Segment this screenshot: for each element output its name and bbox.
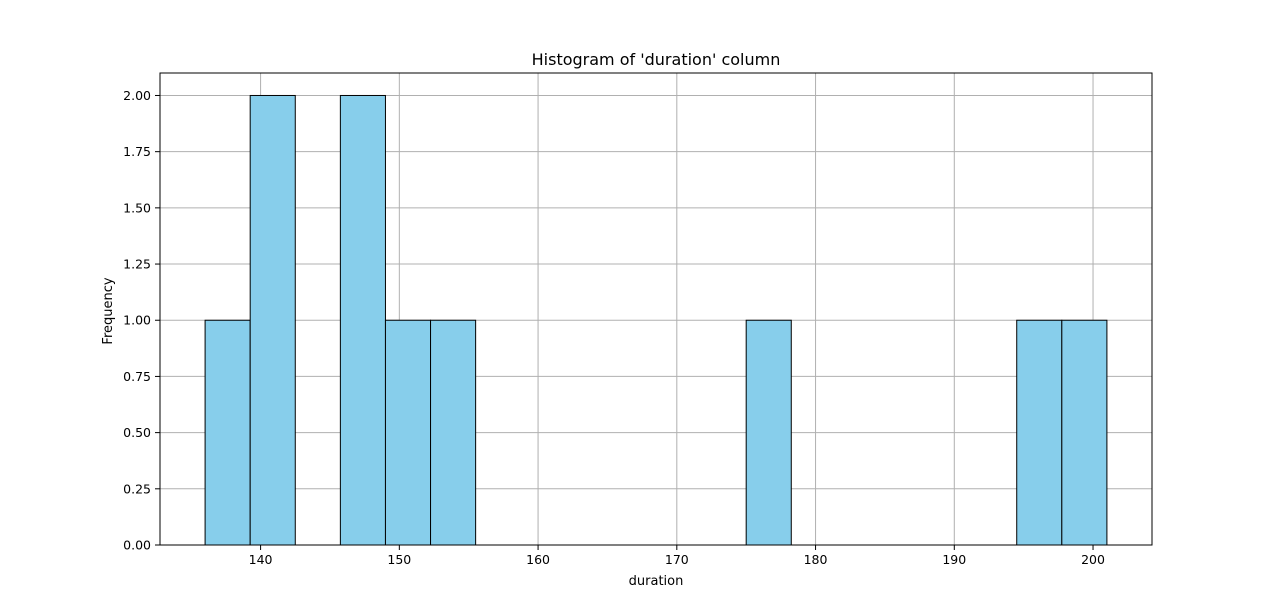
histogram-bar (745, 319, 792, 546)
y-tick-label: 1.00 (123, 313, 151, 328)
plot-frame (159, 72, 1153, 546)
histogram-bar (384, 319, 432, 546)
y-tick-label: 0.50 (123, 425, 151, 440)
x-tick-label: 200 (1081, 552, 1105, 567)
y-tick-label: 1.75 (123, 144, 151, 159)
histogram-bar (339, 94, 386, 546)
x-tick-label: 190 (942, 552, 966, 567)
x-tick-label: 140 (249, 552, 273, 567)
axes: 140 150 160 170 180 190 200 0.00 0.25 0.50 0.75 1.0… (123, 72, 1153, 567)
x-axis-label: duration (629, 574, 684, 589)
histogram-bar (1016, 319, 1063, 546)
x-tick-label: 170 (665, 552, 689, 567)
histogram-bar (249, 94, 296, 546)
histogram-bar (1061, 319, 1108, 546)
y-tick-label: 1.25 (123, 257, 151, 272)
grid-lines (160, 73, 1152, 546)
y-tick-label: 1.50 (123, 200, 151, 215)
y-tick-label: 2.00 (123, 88, 151, 103)
x-tick-label: 150 (387, 552, 411, 567)
y-axis-label: Frequency (101, 277, 116, 344)
histogram-bar (204, 319, 251, 546)
y-tick-label: 0.00 (123, 538, 151, 553)
x-tick-label: 180 (804, 552, 828, 567)
x-tick-label: 160 (526, 552, 550, 567)
chart-title: Histogram of 'duration' column (532, 50, 781, 69)
y-tick-label: 0.25 (123, 481, 151, 496)
histogram-bars (204, 94, 1108, 546)
histogram-bar (430, 319, 477, 546)
y-tick-label: 0.75 (123, 369, 151, 384)
